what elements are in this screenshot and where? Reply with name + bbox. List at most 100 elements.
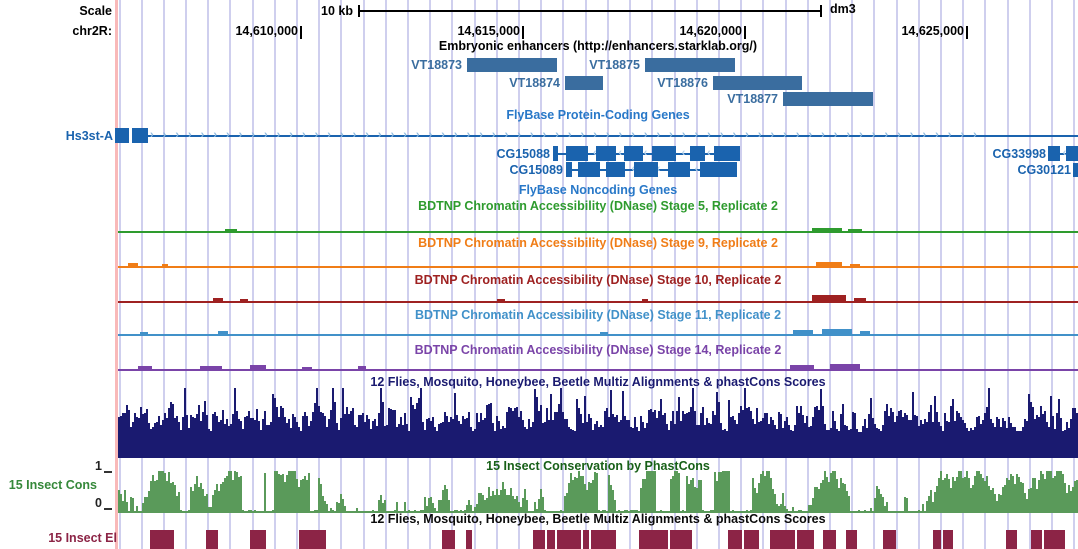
gene-exon-box[interactable] <box>596 146 616 161</box>
phastcons-bar <box>588 482 590 512</box>
phastcons-bar <box>928 496 930 512</box>
multiz-bar <box>828 430 830 458</box>
multiz-bar <box>448 422 450 458</box>
gene-exon-box[interactable] <box>553 146 558 161</box>
multiz-bar <box>586 422 588 458</box>
bdtnp-signal-peak <box>822 329 852 334</box>
enhancer-box[interactable] <box>783 92 873 106</box>
phastcons-bar <box>240 476 242 512</box>
multiz-bar <box>460 424 462 458</box>
gene-exon-box[interactable] <box>714 146 740 161</box>
multiz-bar <box>158 416 160 458</box>
bdtnp-signal-baseline[interactable] <box>118 369 1078 371</box>
phastcons-bar <box>760 474 762 512</box>
gridline <box>1029 0 1031 549</box>
bdtnp-signal-baseline[interactable] <box>118 301 1078 303</box>
multiz-bar <box>860 432 862 458</box>
phastcons-bar <box>288 471 290 512</box>
conserved-element-block <box>1044 530 1065 549</box>
track-title-noncoding-genes[interactable]: FlyBase Noncoding Genes <box>518 183 678 197</box>
multiz-bar <box>792 431 794 458</box>
multiz-bar <box>408 431 410 458</box>
multiz-bar <box>568 427 570 458</box>
gene-exon-box[interactable] <box>1066 146 1078 161</box>
phastcons-bar <box>758 483 760 512</box>
bdtnp-signal-baseline[interactable] <box>118 231 1078 233</box>
multiz-bar <box>456 415 458 458</box>
multiz-bar <box>952 399 954 458</box>
multiz-bar <box>542 423 544 458</box>
bdtnp-track-title[interactable]: BDTNP Chromatin Accessibility (DNase) St… <box>414 273 782 287</box>
gene-exon-box[interactable] <box>115 128 129 143</box>
multiz-bar <box>302 416 304 458</box>
enhancer-box[interactable] <box>565 76 603 90</box>
gene-exon-box[interactable] <box>132 128 148 143</box>
gene-exon-box[interactable] <box>606 162 625 177</box>
gene-exon-box[interactable] <box>1073 163 1078 177</box>
phastcons-track-left-label[interactable]: 15 Insect Cons <box>8 478 97 492</box>
multiz-bar <box>286 423 288 458</box>
gene-exon-box[interactable] <box>1048 146 1060 161</box>
phastcons-bar <box>922 504 924 512</box>
enhancer-box[interactable] <box>467 58 557 72</box>
track-title-multiz[interactable]: 12 Flies, Mosquito, Honeybee, Beetle Mul… <box>370 375 826 389</box>
bdtnp-track-title[interactable]: BDTNP Chromatin Accessibility (DNase) St… <box>414 308 782 322</box>
phastcons-bar <box>378 500 380 512</box>
gene-exon-box[interactable] <box>578 162 600 177</box>
track-title-enhancers[interactable]: Embryonic enhancers (http://enhancers.st… <box>438 39 758 53</box>
multiz-bar <box>194 418 196 458</box>
multiz-bar <box>536 397 538 458</box>
gene-exon-box[interactable] <box>668 162 690 177</box>
phastcons-bar <box>700 480 702 512</box>
bdtnp-signal-baseline[interactable] <box>118 334 1078 336</box>
gene-exon-box[interactable] <box>566 162 572 177</box>
multiz-bar <box>962 420 964 458</box>
multiz-bar <box>462 416 464 458</box>
bdtnp-track-title[interactable]: BDTNP Chromatin Accessibility (DNase) St… <box>414 343 782 357</box>
multiz-bar <box>350 411 352 458</box>
gridline <box>918 0 920 549</box>
elements-track-left-label[interactable]: 15 Insect El <box>48 531 117 545</box>
gene-exon-box[interactable] <box>634 162 658 177</box>
phastcons-bar <box>926 501 928 512</box>
gene-intron-line <box>1048 153 1078 155</box>
bdtnp-signal-baseline[interactable] <box>118 266 1078 268</box>
phastcons-bar <box>1002 487 1004 512</box>
multiz-bar <box>520 411 522 458</box>
phastcons-bar <box>1058 471 1060 512</box>
phastcons-bar <box>752 478 754 512</box>
enhancer-box[interactable] <box>645 58 735 72</box>
gene-exon-box[interactable] <box>700 162 737 177</box>
track-title-coding-genes[interactable]: FlyBase Protein-Coding Genes <box>506 108 690 122</box>
gene-exon-box[interactable] <box>624 146 643 161</box>
phastcons-bar <box>478 493 480 512</box>
multiz-bar <box>866 428 868 458</box>
multiz-bar <box>774 425 776 458</box>
phastcons-bar <box>972 485 974 512</box>
gridline <box>518 0 520 549</box>
phastcons-bar <box>976 471 978 512</box>
multiz-bar <box>630 427 632 458</box>
phastcons-bar <box>1034 478 1036 512</box>
enhancer-box[interactable] <box>713 76 802 90</box>
bdtnp-track-title[interactable]: BDTNP Chromatin Accessibility (DNase) St… <box>418 199 778 213</box>
multiz-bar <box>660 399 662 458</box>
multiz-bar <box>746 408 748 458</box>
gene-exon-box[interactable] <box>566 146 588 161</box>
phastcons-bar <box>938 478 940 512</box>
multiz-bar <box>552 420 554 458</box>
phastcons-bar <box>676 471 678 512</box>
gene-exon-box[interactable] <box>690 146 705 161</box>
multiz-bar <box>990 419 992 458</box>
phastcons-bar <box>1070 491 1072 512</box>
phastcons-bar <box>830 473 832 512</box>
bdtnp-track-title[interactable]: BDTNP Chromatin Accessibility (DNase) St… <box>418 236 778 250</box>
phastcons-bar <box>954 481 956 512</box>
track-title-multiz-2[interactable]: 12 Flies, Mosquito, Honeybee, Beetle Mul… <box>370 512 826 526</box>
multiz-bar <box>1006 428 1008 458</box>
multiz-bar <box>534 389 536 458</box>
multiz-bar <box>668 430 670 458</box>
gene-exon-box[interactable] <box>652 146 676 161</box>
phastcons-bar <box>948 479 950 512</box>
track-title-phastcons[interactable]: 15 Insect Conservation by PhastCons <box>486 459 710 473</box>
